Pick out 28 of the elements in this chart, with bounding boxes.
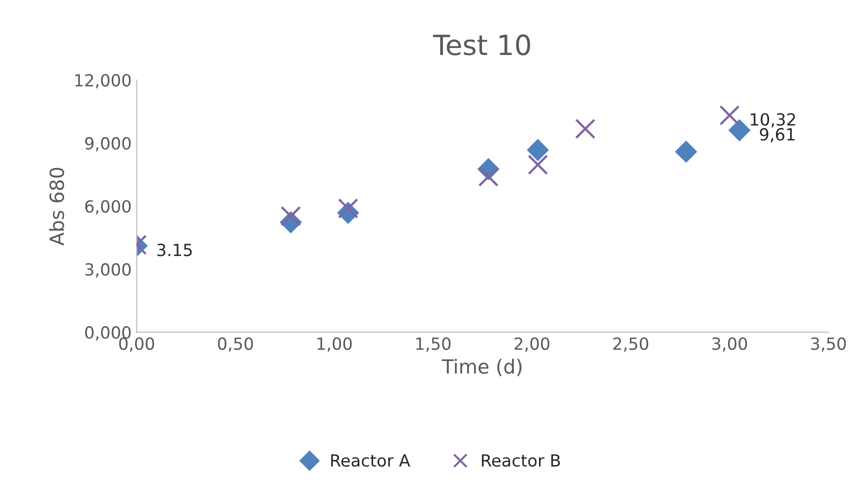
legend-label: Reactor A <box>331 454 410 467</box>
x-tick-label: 3,00 <box>712 337 748 352</box>
legend-label: Reactor B <box>482 454 560 467</box>
point <box>478 166 499 187</box>
y-axis-title: Abs 680 <box>49 168 64 246</box>
point <box>528 154 548 175</box>
annotation: 9,61 <box>760 128 794 142</box>
x-tick-label: 0,50 <box>218 337 253 352</box>
x-tick-label: 2,50 <box>613 337 648 352</box>
point <box>728 119 750 142</box>
point <box>338 198 358 219</box>
y-tick-label: 3,000 <box>85 263 131 278</box>
point <box>526 139 549 161</box>
point <box>719 105 740 126</box>
y-tick-label: 9,000 <box>85 137 131 152</box>
annotation: 3.15 <box>157 244 192 256</box>
annotation: 10,32 <box>750 113 796 128</box>
x-tick-label: 1,00 <box>318 337 352 352</box>
point <box>280 206 301 226</box>
x-tick-label: 1,50 <box>416 337 451 352</box>
y-tick-label: 12,000 <box>75 74 131 88</box>
y-tick-label: 6,000 <box>85 200 131 214</box>
x-tick-label: 2,00 <box>514 337 550 352</box>
x-axis-title: Time (d) <box>442 358 522 376</box>
point <box>675 140 697 163</box>
point <box>575 118 596 139</box>
chart-title: Test 10 <box>432 34 530 56</box>
x-tick-label: 3,50 <box>811 337 846 352</box>
